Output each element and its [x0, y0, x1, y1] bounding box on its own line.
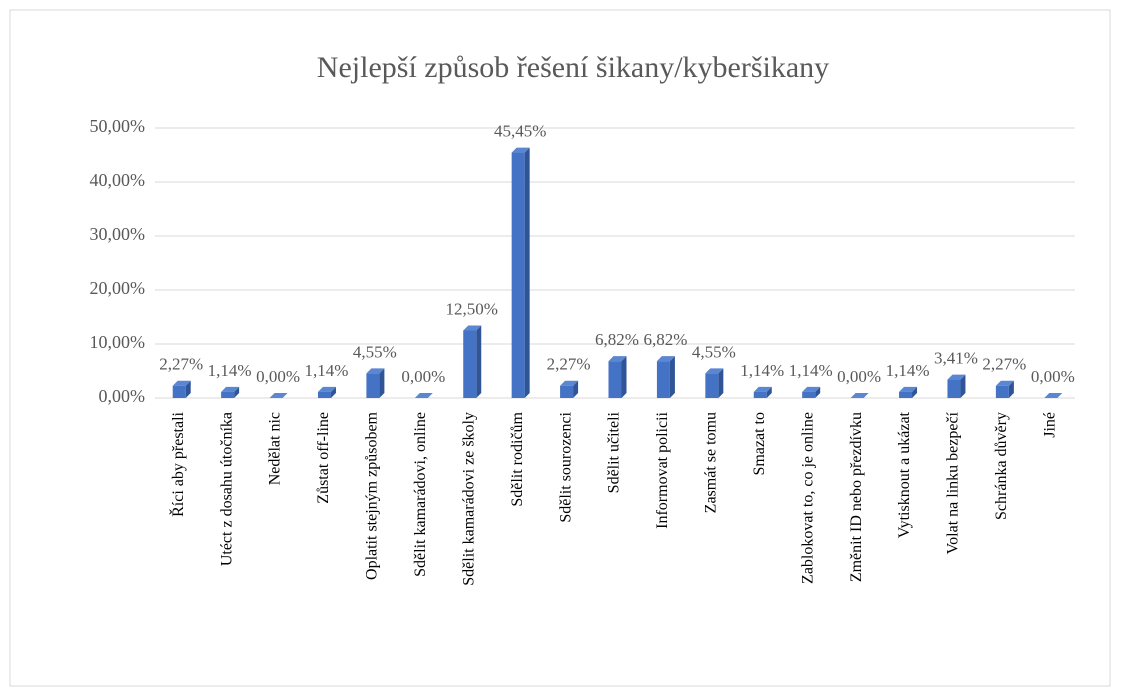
value-label: 4,55%	[353, 342, 397, 361]
x-tick-label: Informovat policii	[654, 411, 671, 528]
x-tick-label: Sdělit učiteli	[606, 411, 623, 493]
bar-side	[815, 386, 821, 398]
value-label: 2,27%	[982, 355, 1026, 374]
bar-side	[185, 380, 191, 398]
bar	[947, 379, 961, 398]
bar	[317, 391, 331, 398]
bar-top	[172, 380, 191, 386]
x-tick-label: Oplatit stejným způsobem	[364, 411, 381, 580]
x-tick-label: Změnit ID nebo přezdívku	[848, 412, 865, 582]
bar-side	[379, 368, 385, 398]
x-tick-label: Říci aby přestali	[168, 411, 187, 516]
value-label: 2,27%	[159, 355, 203, 374]
bar-top	[947, 374, 966, 380]
bar-top	[463, 325, 482, 331]
bar-top	[899, 386, 918, 392]
bar-top	[753, 386, 772, 392]
x-tick-label: Schránka důvěry	[993, 412, 1010, 520]
bar-side	[573, 380, 579, 398]
bar-side	[718, 368, 724, 398]
y-tick-label: 10,00%	[90, 332, 146, 352]
bar	[511, 152, 525, 398]
bar-top	[269, 393, 288, 398]
bar-top	[511, 147, 530, 153]
y-tick-label: 50,00%	[90, 116, 146, 136]
bar	[172, 385, 186, 398]
value-label: 1,14%	[740, 361, 784, 380]
bar-top	[850, 393, 869, 398]
bar-side	[524, 147, 530, 398]
y-tick-label: 0,00%	[99, 386, 146, 406]
value-label: 12,50%	[446, 299, 498, 318]
bar-top	[221, 386, 240, 392]
x-tick-label: Nedělat nic	[267, 412, 284, 485]
value-label: 1,14%	[886, 361, 930, 380]
x-tick-label: Sdělit sourozenci	[557, 411, 574, 522]
bar	[366, 373, 380, 398]
x-tick-label: Jiné	[1041, 412, 1058, 438]
value-label: 1,14%	[305, 361, 349, 380]
chart-frame	[9, 9, 1111, 687]
bar	[656, 361, 670, 398]
x-tick-label: Vytisknout a ukázat	[896, 411, 913, 538]
bar-side	[621, 356, 627, 398]
bar-side	[960, 374, 966, 398]
bar-top	[656, 356, 675, 362]
bar-side	[330, 386, 336, 398]
bar-top	[414, 393, 433, 398]
bar	[899, 391, 913, 398]
x-tick-label: Zůstat off-line	[315, 412, 332, 504]
bar-side	[234, 386, 240, 398]
bar-side	[476, 325, 482, 398]
y-tick-label: 30,00%	[90, 224, 146, 244]
bar	[221, 391, 235, 398]
value-label: 2,27%	[547, 355, 591, 374]
bar-top	[802, 386, 821, 392]
x-tick-label: Sdělit rodičům	[509, 411, 526, 506]
x-tick-label: Zablokovat to, co je online	[799, 412, 816, 584]
value-label: 0,00%	[837, 367, 881, 386]
bar	[705, 373, 719, 398]
bar	[753, 391, 767, 398]
bar-top	[560, 380, 579, 386]
bar	[560, 385, 574, 398]
value-label: 1,14%	[208, 361, 252, 380]
value-label: 45,45%	[494, 121, 546, 140]
bar-top	[366, 368, 385, 374]
value-label: 0,00%	[256, 367, 300, 386]
y-tick-label: 20,00%	[90, 278, 146, 298]
bar	[995, 385, 1009, 398]
value-label: 6,82%	[595, 330, 639, 349]
value-label: 3,41%	[934, 348, 978, 367]
bar-side	[912, 386, 918, 398]
chart-title: Nejlepší způsob řešení šikany/kyberšikan…	[317, 51, 829, 84]
value-label: 6,82%	[643, 330, 687, 349]
bar-side	[669, 356, 675, 398]
bar	[463, 330, 477, 398]
bar-side	[1008, 380, 1014, 398]
value-label: 1,14%	[789, 361, 833, 380]
x-tick-label: Sdělit kamarádovi ze školy	[460, 412, 477, 586]
x-tick-label: Sdělit kamarádovi, online	[412, 412, 429, 577]
x-tick-label: Zasmát se tomu	[703, 412, 720, 513]
bar	[802, 391, 816, 398]
bar-top	[608, 356, 627, 362]
bar-side	[766, 386, 772, 398]
value-label: 4,55%	[692, 342, 736, 361]
bar-top	[317, 386, 336, 392]
x-tick-label: Utéct z dosahu útočníka	[218, 412, 235, 566]
bar-top	[995, 380, 1014, 386]
y-tick-label: 40,00%	[90, 170, 146, 190]
x-tick-label: Smazat to	[751, 412, 768, 476]
value-label: 0,00%	[1031, 367, 1075, 386]
bar-top	[1044, 393, 1063, 398]
value-label: 0,00%	[401, 367, 445, 386]
bar-top	[705, 368, 724, 374]
x-tick-label: Volat na linku bezpečí	[945, 411, 962, 554]
bar	[608, 361, 622, 398]
